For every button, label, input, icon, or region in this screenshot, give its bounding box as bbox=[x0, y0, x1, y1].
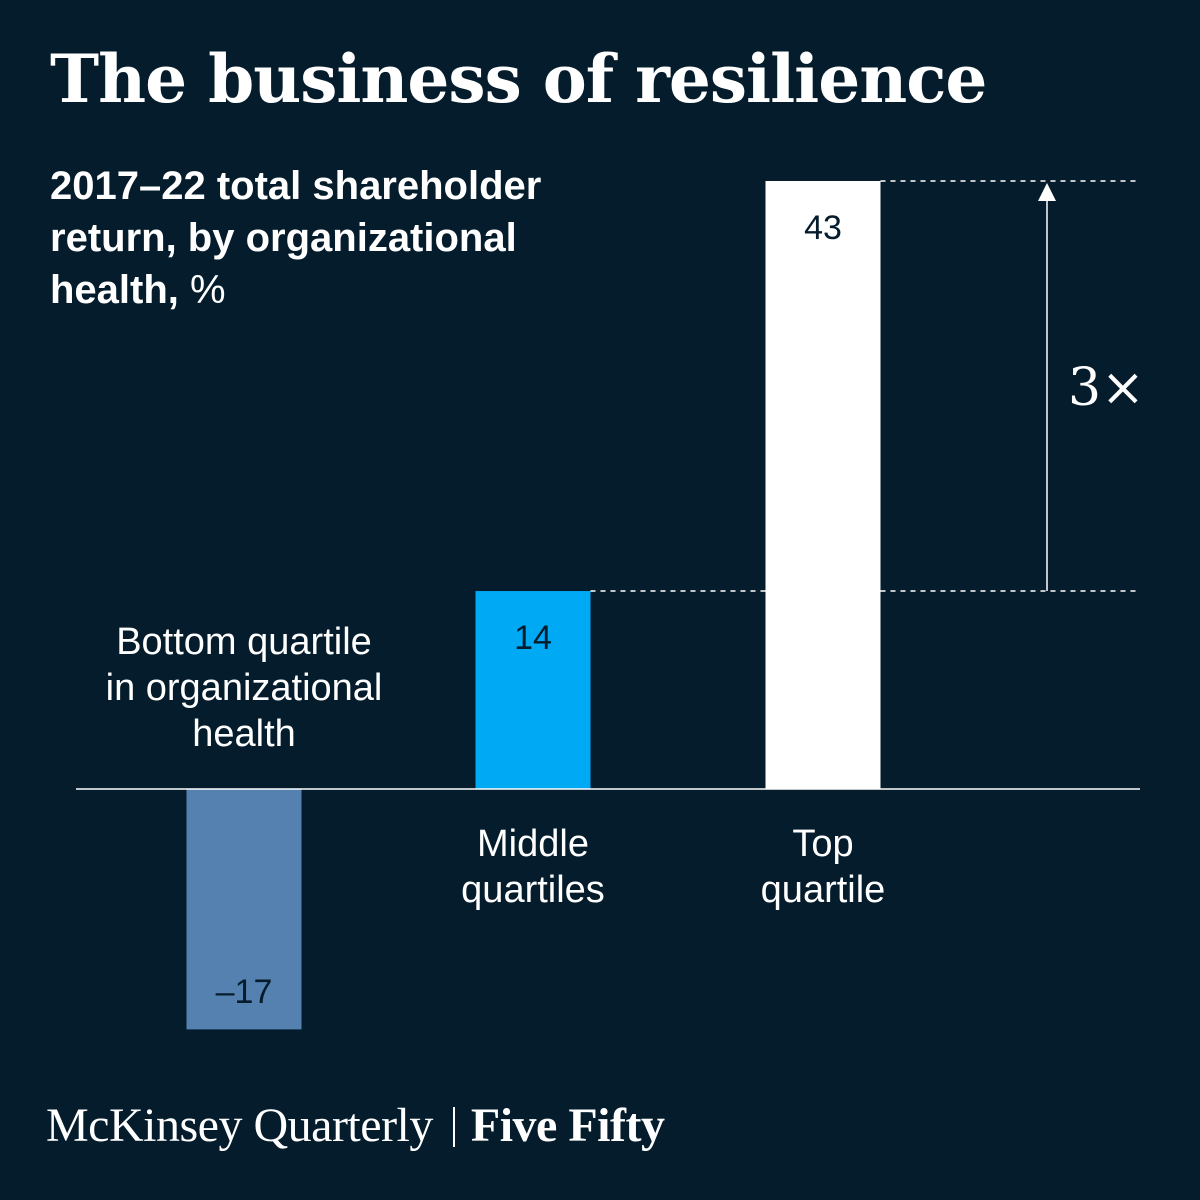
category-label-3-line-2: quartile bbox=[761, 869, 886, 911]
category-label-1-line-1: Bottom quartile bbox=[116, 621, 372, 663]
chart-subtitle: 2017–22 total shareholder return, by org… bbox=[50, 160, 630, 316]
data-label-3: 43 bbox=[804, 209, 842, 247]
multiplier-arrow-head bbox=[1038, 182, 1056, 201]
bar-3 bbox=[765, 180, 881, 790]
chart-title: The business of resilience bbox=[50, 40, 987, 118]
category-label-1-line-3: health bbox=[192, 713, 296, 755]
category-label-2-line-1: Middle bbox=[477, 823, 589, 865]
publication-name: McKinsey Quarterly bbox=[46, 1099, 433, 1152]
category-label-1-line-2: in organizational bbox=[106, 667, 383, 709]
series-name: Five Fifty bbox=[470, 1099, 665, 1152]
footer: McKinsey Quarterly Five Fifty bbox=[46, 1098, 665, 1153]
category-label-2-line-2: quartiles bbox=[461, 869, 605, 911]
bar-2 bbox=[475, 591, 591, 789]
data-label-2: 14 bbox=[514, 619, 552, 657]
multiplier-annotation: 3× bbox=[1068, 358, 1145, 418]
data-label-1: –17 bbox=[216, 973, 273, 1011]
subtitle-text: 2017–22 total shareholder return, by org… bbox=[50, 164, 542, 312]
subtitle-unit: % bbox=[190, 268, 226, 312]
footer-divider bbox=[452, 1107, 455, 1147]
category-label-3-line-1: Top bbox=[792, 823, 853, 865]
bar-1 bbox=[186, 789, 302, 1030]
